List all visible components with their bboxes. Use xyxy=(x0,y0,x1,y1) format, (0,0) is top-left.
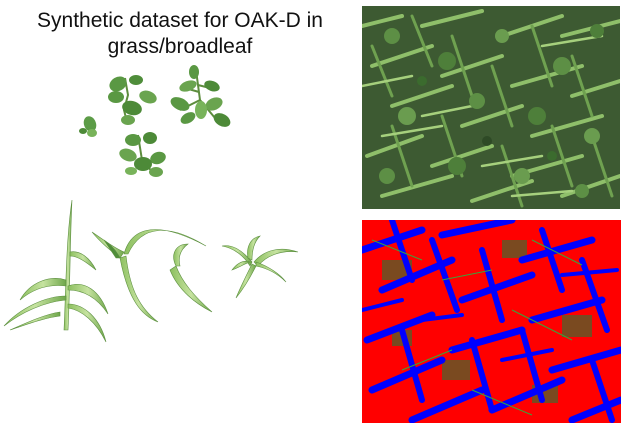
broadleaf-seedling-d xyxy=(119,132,166,177)
grass-mask-regions xyxy=(362,220,621,423)
grass-cutout-d xyxy=(221,235,299,299)
grass-mask-fine xyxy=(371,239,583,416)
broadleaf-texture xyxy=(379,24,604,198)
soil-regions xyxy=(382,240,592,403)
grass-cutout-a xyxy=(3,199,109,343)
title-line-1: Synthetic dataset for OAK-D in xyxy=(37,9,323,32)
segmentation-mask xyxy=(362,220,621,423)
broadleaf-seedling-a xyxy=(108,75,157,125)
broadleaf-seedling-c xyxy=(170,65,231,127)
broadleaf-seedling-b xyxy=(79,116,97,137)
plant-cutouts xyxy=(3,65,299,343)
grass-cutout-c xyxy=(169,243,213,313)
title-line-2: grass/broadleaf xyxy=(107,35,253,58)
slide-title: Synthetic dataset for OAK-D in grass/bro… xyxy=(30,8,330,60)
grass-cutout-b xyxy=(91,229,207,323)
synthetic-image xyxy=(362,6,620,209)
grass-texture xyxy=(362,9,620,208)
